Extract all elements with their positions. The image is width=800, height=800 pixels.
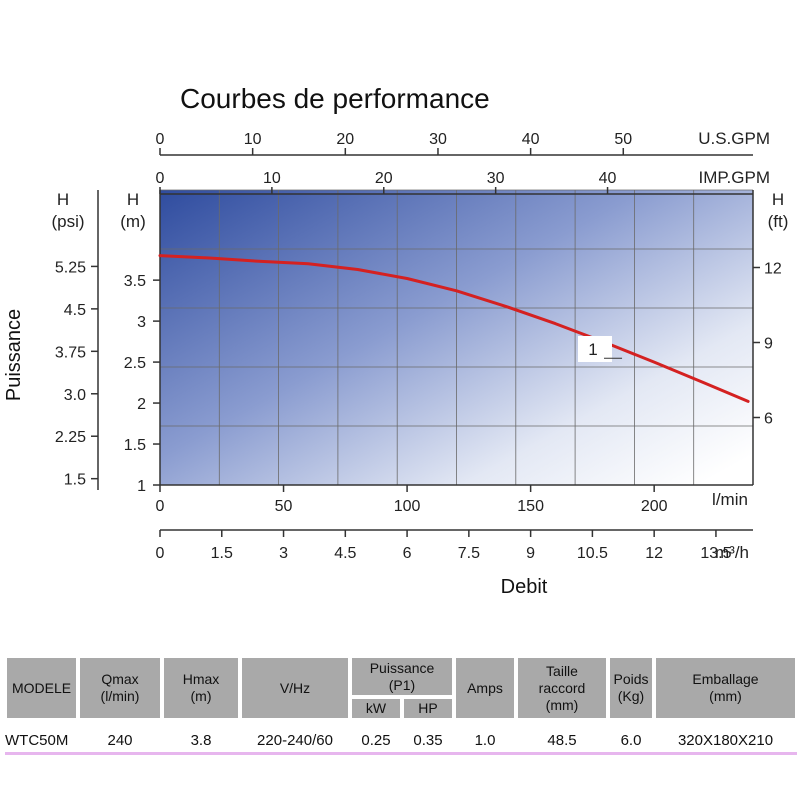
tick-label-m3h: 12: [645, 545, 663, 562]
axis-unit-m3h: m³/h: [715, 543, 749, 562]
tick-label-m: 1.5: [124, 437, 146, 454]
spec-table: MODELE Qmax (l/min) Hmax (m) V/Hz Puissa…: [5, 656, 797, 756]
tick-label-usgpm: 20: [336, 131, 354, 148]
y-axis-label: Puissance: [3, 309, 25, 401]
axis-title-ft: H: [772, 190, 784, 209]
cell-hmax: 3.8: [190, 731, 212, 749]
tick-label-lmin: 50: [275, 498, 293, 515]
tick-label-m: 2.5: [124, 355, 146, 372]
cell-emballage: 320X180X210: [677, 731, 774, 749]
tick-label-m3h: 7.5: [458, 545, 480, 562]
tick-label-psi: 5.25: [55, 259, 86, 276]
tick-label-usgpm: 40: [522, 131, 540, 148]
header-modele: MODELE: [5, 656, 78, 720]
tick-label-lmin: 150: [517, 498, 544, 515]
header-hmax: Hmax (m): [162, 656, 240, 720]
tick-label-impgpm: 10: [263, 170, 281, 187]
tick-label-usgpm: 10: [244, 131, 262, 148]
cell-vhz: 220-240/60: [257, 731, 333, 749]
cell-taille: 48.5: [547, 731, 577, 749]
axis-title-m: H: [127, 190, 139, 209]
cell-kw: 0.25: [361, 731, 391, 749]
header-hp: HP: [402, 697, 454, 720]
tick-label-m: 1: [137, 478, 146, 495]
tick-label-usgpm: 50: [614, 131, 632, 148]
axis-unit-impgpm: IMP.GPM: [699, 168, 770, 187]
tick-label-ft: 12: [764, 261, 782, 278]
axis-unit-lmin: l/min: [712, 490, 748, 509]
header-qmax: Qmax (l/min): [78, 656, 162, 720]
tick-label-m: 2: [137, 396, 146, 413]
tick-label-impgpm: 30: [487, 170, 505, 187]
tick-label-psi: 1.5: [64, 472, 86, 489]
cell-amps: 1.0: [474, 731, 496, 749]
tick-label-m3h: 9: [526, 545, 535, 562]
header-poids: Poids (Kg): [608, 656, 654, 720]
tick-label-psi: 4.5: [64, 302, 86, 319]
tick-label-m3h: 10.5: [577, 545, 608, 562]
tick-label-psi: 2.25: [55, 429, 86, 446]
tick-label-m: 3: [137, 314, 146, 331]
series-label-background: [578, 336, 612, 362]
header-kw: kW: [350, 697, 402, 720]
tick-label-usgpm: 0: [156, 131, 165, 148]
tick-label-lmin: 0: [156, 498, 165, 515]
tick-label-impgpm: 40: [599, 170, 617, 187]
performance-chart: Courbes de performance 0 10 20 30 40 50 U.S.GP…: [3, 83, 788, 598]
tick-label-lmin: 200: [641, 498, 668, 515]
header-puissance: Puissance (P1): [350, 656, 454, 697]
tick-label-m3h: 3: [279, 545, 288, 562]
axis-unit-m: (m): [120, 212, 145, 231]
tick-label-impgpm: 0: [156, 170, 165, 187]
header-taille: Taille raccord (mm): [516, 656, 608, 720]
axis-unit-ft: (ft): [768, 212, 789, 231]
tick-label-psi: 3.75: [55, 344, 86, 361]
tick-label-psi: 3.0: [64, 387, 86, 404]
tick-label-m3h: 0: [156, 545, 165, 562]
header-amps: Amps: [454, 656, 516, 720]
tick-label-m: 3.5: [124, 273, 146, 290]
tick-label-lmin: 100: [394, 498, 421, 515]
x-axis-label: Debit: [501, 576, 548, 598]
tick-label-ft: 6: [764, 411, 773, 428]
axis-unit-psi: (psi): [51, 212, 84, 231]
tick-label-ft: 9: [764, 336, 773, 353]
header-vhz: V/Hz: [240, 656, 350, 720]
series-label: 1: [588, 340, 597, 359]
curve-layer: 1: [158, 254, 750, 403]
cell-hp: 0.35: [413, 731, 443, 749]
tick-label-usgpm: 30: [429, 131, 447, 148]
cell-qmax: 240: [107, 731, 133, 749]
tick-label-m3h: 6: [403, 545, 412, 562]
axis-title-psi: H: [57, 190, 69, 209]
performance-curve: [158, 254, 750, 403]
tick-label-m3h: 1.5: [211, 545, 233, 562]
tick-label-m3h: 13.5: [700, 545, 731, 562]
axis-unit-usgpm: U.S.GPM: [698, 129, 770, 148]
row-underline: [5, 752, 797, 755]
tick-label-m3h: 4.5: [334, 545, 356, 562]
header-emballage: Emballage (mm): [654, 656, 797, 720]
tick-label-impgpm: 20: [375, 170, 393, 187]
chart-title: Courbes de performance: [180, 83, 490, 114]
cell-modele: WTC50M: [5, 731, 69, 749]
cell-poids: 6.0: [620, 731, 642, 749]
